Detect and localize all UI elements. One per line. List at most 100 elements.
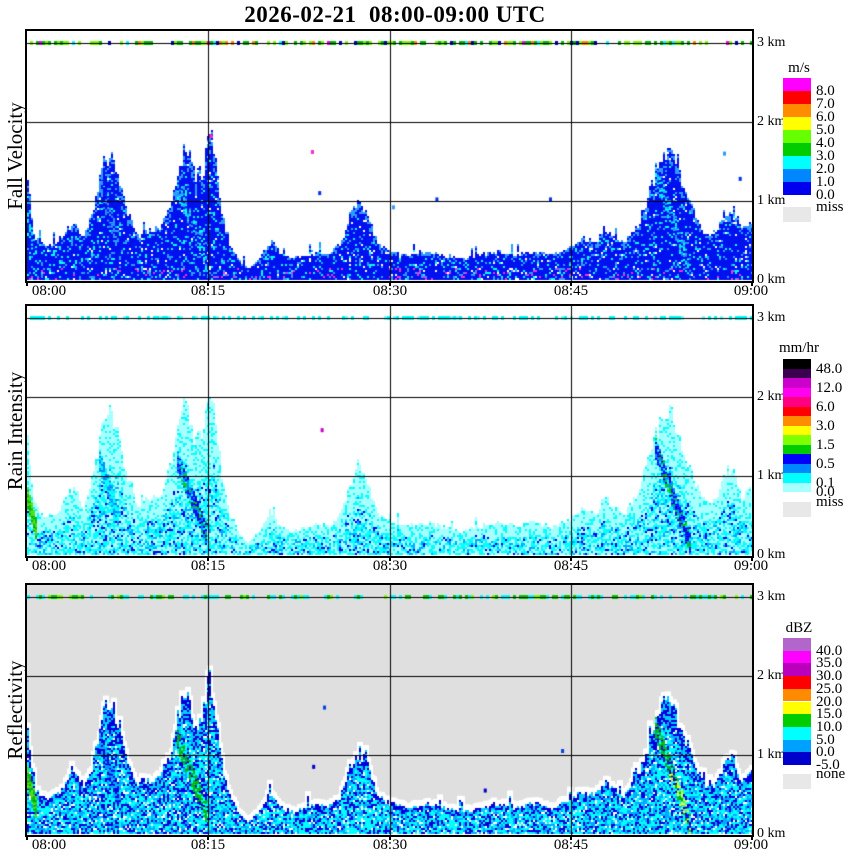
legend-segment <box>783 638 811 651</box>
legend-label: 1.5 <box>816 436 835 453</box>
x-tick-mark <box>751 836 753 840</box>
legend-miss-swatch <box>783 774 811 789</box>
legend-segment <box>783 752 811 765</box>
legend-label: -5.0 <box>816 757 840 773</box>
x-tick-mark <box>569 836 572 840</box>
legend-segment <box>783 473 811 483</box>
legend-title-dbz: dBZ <box>785 620 813 636</box>
legend-miss-label: miss <box>816 199 844 215</box>
legend-segment <box>783 387 811 397</box>
x-tick-label: 08:30 <box>372 558 408 574</box>
x-tick-label: 09:00 <box>733 837 769 853</box>
legend-segment <box>783 416 811 426</box>
legend-segment <box>783 726 811 740</box>
legend-label: 5.0 <box>816 731 835 748</box>
legend-label: 0.0 <box>816 744 835 761</box>
x-tick-label: 08:45 <box>553 837 589 853</box>
legend-segment <box>783 78 811 91</box>
legend-label: 0.1 <box>816 474 835 491</box>
legend-label: 12.0 <box>816 379 843 396</box>
x-tick-mark <box>388 282 391 286</box>
height-label: 1 km <box>757 193 786 208</box>
legend-segment <box>783 406 811 416</box>
legend-label: 4.0 <box>816 135 835 151</box>
height-label: 0 km <box>757 547 786 562</box>
legend-miss-label: miss <box>816 494 844 510</box>
x-tick-label: 08:15 <box>190 283 226 299</box>
x-tick-mark <box>569 282 572 286</box>
height-label: 2 km <box>757 389 786 404</box>
x-tick-mark <box>751 282 753 286</box>
legend-label: 5.0 <box>816 122 835 138</box>
legend-segment <box>783 444 811 454</box>
legend-segment <box>783 454 811 464</box>
legend-label: 0.0 <box>816 187 835 203</box>
legend-segment <box>783 143 811 156</box>
legend-label: 6.0 <box>816 398 835 415</box>
legend-segment <box>783 359 811 369</box>
x-tick-mark <box>751 557 753 561</box>
reflectivity-plot <box>25 583 754 837</box>
x-tick-mark <box>569 557 572 561</box>
legend-segment <box>783 378 811 388</box>
legend-label: 0.0 <box>816 484 835 500</box>
x-tick-mark <box>26 557 28 561</box>
legend-label: 10.0 <box>816 718 843 735</box>
height-label: 1 km <box>757 468 786 483</box>
legend-segment <box>783 104 811 117</box>
height-label: 1 km <box>757 747 786 762</box>
x-tick-label: 08:15 <box>190 558 226 574</box>
legend-title-ms: m/s <box>788 60 810 76</box>
legend-miss-label: none <box>816 766 846 782</box>
height-label: 0 km <box>757 272 786 287</box>
fall-velocity-canvas <box>27 31 752 281</box>
page-title: 2026-02-21 08:00-09:00 UTC <box>244 2 546 27</box>
legend-segment <box>783 482 811 492</box>
x-tick-label: 08:30 <box>372 837 408 853</box>
x-tick-label: 08:30 <box>372 283 408 299</box>
height-label: 2 km <box>757 114 786 129</box>
x-tick-label: 08:45 <box>553 558 589 574</box>
x-tick-mark <box>388 557 391 561</box>
legend-label: 2.0 <box>816 161 835 177</box>
legend-segment <box>783 650 811 664</box>
x-tick-label: 08:00 <box>31 558 67 574</box>
legend-label: 3.0 <box>816 417 835 434</box>
legend-segment <box>783 182 811 195</box>
legend-label: 8.0 <box>816 83 835 99</box>
legend-label: 20.0 <box>816 693 843 710</box>
legend-segment <box>783 156 811 169</box>
x-tick-mark <box>388 836 391 840</box>
legend-label: 15.0 <box>816 706 843 723</box>
legend-miss-swatch <box>783 502 811 517</box>
rain-intensity-canvas <box>27 306 752 556</box>
legend-label: 3.0 <box>816 148 835 164</box>
legend-segment <box>783 714 811 727</box>
legend-label: 25.0 <box>816 680 843 697</box>
legend-label: 0.5 <box>816 455 835 472</box>
height-label: 3 km <box>757 310 786 325</box>
fall-velocity-plot <box>25 29 754 283</box>
x-tick-label: 08:00 <box>31 283 67 299</box>
legend-segment <box>783 91 811 104</box>
legend-label: 48.0 <box>816 360 843 377</box>
x-tick-mark <box>26 836 28 840</box>
legend-segment <box>783 397 811 407</box>
legend-segment <box>783 701 811 715</box>
legend-label: 1.0 <box>816 174 835 190</box>
x-tick-mark <box>207 836 210 840</box>
legend-label: 35.0 <box>816 655 843 672</box>
x-tick-mark <box>207 557 210 561</box>
legend-label: 30.0 <box>816 668 843 685</box>
x-tick-label: 09:00 <box>733 283 769 299</box>
legend-segment <box>783 368 811 378</box>
legend-miss-swatch <box>783 207 811 222</box>
height-label: 0 km <box>757 826 786 841</box>
legend-segment <box>783 688 811 702</box>
legend-segment <box>783 130 811 143</box>
legend-label: 6.0 <box>816 109 835 125</box>
x-tick-label: 09:00 <box>733 558 769 574</box>
legend-segment <box>783 169 811 182</box>
height-label: 2 km <box>757 668 786 683</box>
